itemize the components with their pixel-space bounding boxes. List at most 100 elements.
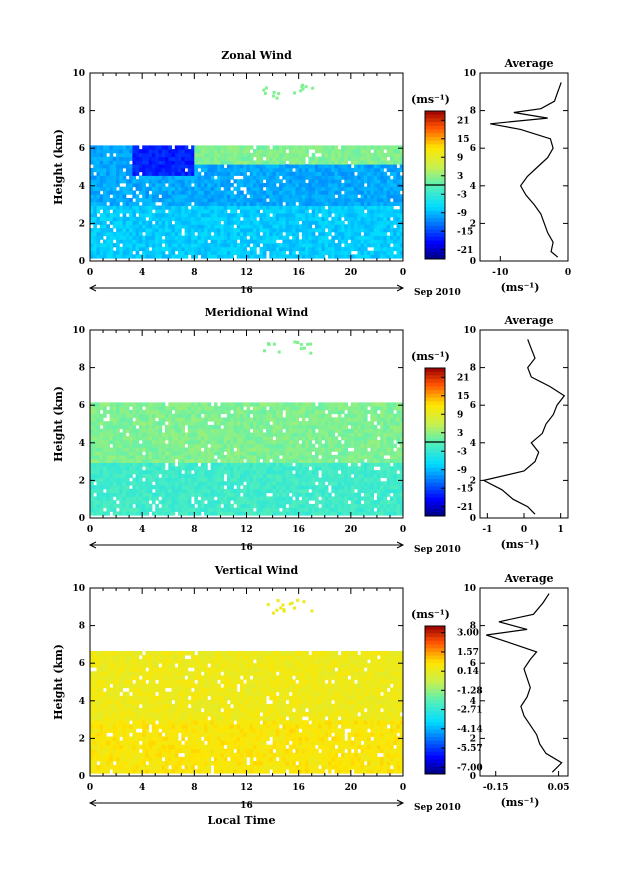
heatmap-cell — [135, 145, 140, 150]
heatmap-cell — [357, 216, 362, 221]
heatmap-cell — [129, 171, 133, 176]
heatmap-cell — [285, 156, 290, 161]
heatmap-cell — [376, 220, 381, 225]
heatmap-cell — [318, 409, 322, 415]
heatmap-cell — [129, 216, 133, 221]
heatmap-cell — [155, 175, 159, 180]
heatmap-cell — [308, 246, 313, 252]
heatmap-cell — [350, 160, 355, 165]
heatmap-cell — [171, 488, 176, 494]
heatmap-cell — [243, 220, 247, 225]
heatmap-cell — [158, 152, 163, 158]
heatmap-cell — [90, 149, 94, 154]
heatmap-cell — [240, 194, 244, 199]
heatmap-cell — [112, 466, 117, 471]
heatmap-cell — [187, 481, 192, 486]
heatmap-cell — [360, 235, 365, 240]
heatmap-cell — [373, 179, 378, 184]
heatmap-cell — [99, 432, 104, 437]
heatmap-cell — [129, 145, 133, 150]
heatmap-cell — [308, 164, 313, 169]
heatmap-cell — [318, 500, 322, 505]
heatmap-cell — [187, 470, 192, 475]
heatmap-cell — [210, 466, 215, 471]
heatmap-cell — [288, 250, 293, 255]
heatmap-cell — [194, 466, 198, 471]
heatmap-cell — [253, 175, 257, 180]
heatmap-cell — [285, 424, 290, 430]
heatmap-cell — [145, 496, 150, 501]
heatmap-cell — [184, 402, 189, 407]
heatmap-cell — [272, 402, 277, 407]
heatmap-cell — [305, 231, 309, 237]
heatmap-cell — [148, 231, 153, 237]
heatmap-cell — [311, 458, 316, 463]
heatmap-cell — [132, 220, 137, 225]
heatmap-cell — [256, 201, 260, 206]
heatmap-cell — [311, 235, 316, 240]
heatmap-cell — [226, 436, 231, 441]
heatmap-cell — [226, 179, 231, 184]
average-y-tick-label: 2 — [470, 219, 476, 229]
heatmap-cell — [112, 254, 117, 259]
heatmap-cell — [240, 179, 244, 184]
heatmap-cell — [171, 417, 176, 422]
heatmap-cell — [253, 428, 257, 433]
heatmap-cell — [197, 224, 202, 229]
heatmap-cell — [106, 473, 110, 478]
heatmap-cell — [292, 171, 296, 176]
heatmap-cell — [168, 473, 172, 478]
heatmap-cell — [168, 496, 172, 501]
heatmap-cell — [142, 462, 146, 467]
heatmap-cell — [282, 447, 287, 452]
heatmap-cell — [103, 175, 107, 180]
heatmap-cell — [246, 500, 251, 505]
heatmap-cell — [246, 470, 251, 475]
heatmap-cell — [217, 507, 221, 512]
heatmap-cell — [243, 417, 247, 422]
heatmap-cell — [282, 175, 287, 180]
heatmap-cell — [288, 455, 293, 460]
heatmap-cell — [213, 488, 218, 494]
heatmap-cell — [236, 507, 241, 512]
heatmap-cell — [165, 228, 169, 233]
heatmap-cell — [197, 205, 202, 210]
heatmap-cell — [331, 235, 335, 240]
heatmap-cell — [344, 194, 348, 199]
heatmap-cell — [142, 402, 146, 407]
heatmap-cell — [363, 216, 368, 221]
heatmap-cell — [321, 179, 326, 184]
heatmap-cell — [233, 409, 238, 415]
heatmap-cell — [99, 183, 104, 188]
heatmap-cell — [187, 213, 192, 218]
heatmap-cell — [253, 503, 257, 509]
heatmap-cell — [165, 205, 169, 210]
heatmap-cell — [197, 424, 202, 430]
heatmap-cell — [347, 250, 352, 255]
heatmap-cell — [217, 500, 221, 505]
heatmap-cell — [220, 160, 225, 165]
heatmap-cell — [112, 179, 117, 184]
heatmap-cell — [376, 228, 381, 233]
heatmap-cell — [324, 503, 329, 509]
heatmap-cell — [178, 213, 182, 218]
heatmap-cell — [334, 250, 339, 255]
heatmap-cell — [142, 224, 146, 229]
heatmap-cell — [171, 201, 176, 206]
heatmap-cell — [246, 432, 251, 437]
heatmap-cell — [262, 209, 267, 214]
heatmap-cell — [288, 205, 293, 210]
heatmap-cell — [151, 179, 156, 184]
heatmap-cell — [165, 171, 169, 176]
heatmap-cell — [171, 190, 176, 195]
heatmap-cell — [279, 171, 283, 176]
heatmap-cell — [220, 254, 225, 259]
heatmap-cell — [158, 213, 163, 218]
heatmap-cell — [191, 186, 195, 191]
heatmap-cell — [184, 179, 189, 184]
heatmap-cell — [230, 402, 234, 407]
heatmap-cell — [259, 160, 264, 165]
heatmap-cell — [301, 152, 306, 158]
heatmap-cell — [288, 406, 293, 411]
heatmap-cell — [220, 496, 225, 501]
